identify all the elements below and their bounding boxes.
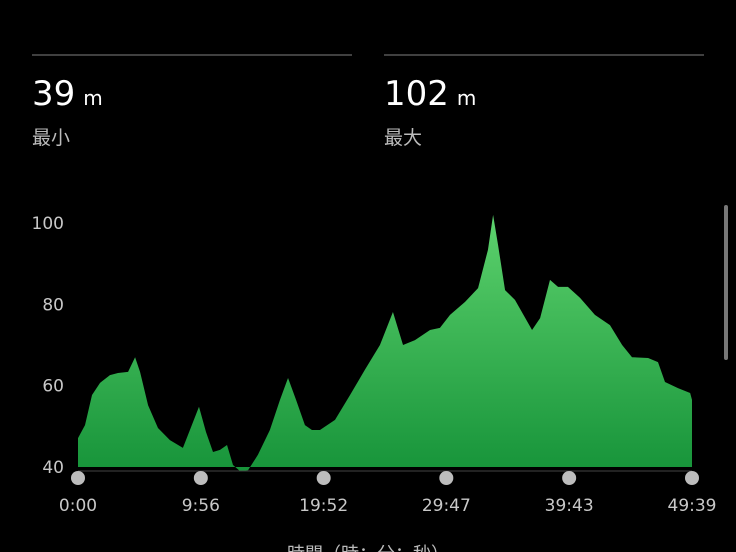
x-tick-label: 19:52 — [299, 496, 348, 516]
x-tick-label: 9:56 — [182, 496, 220, 516]
elevation-area — [78, 214, 692, 472]
x-tick-label: 0:00 — [59, 496, 97, 516]
stat-unit: m — [83, 86, 102, 110]
y-tick-label: 60 — [42, 377, 64, 397]
x-tick-dot — [685, 471, 699, 485]
stat-label: 最大 — [384, 127, 422, 149]
x-tick-dot — [193, 471, 208, 485]
stat-min: 39 m — [32, 74, 103, 114]
stat-label: 最小 — [32, 127, 70, 149]
stat-max: 102 m — [384, 74, 476, 114]
x-tick-label: 39:43 — [545, 496, 594, 516]
stat-unit: m — [457, 86, 476, 110]
y-tick-label: 40 — [42, 458, 64, 478]
x-tick-label: 29:47 — [422, 496, 471, 516]
plot: 40 60 80 100 0:00 9:56 19:52 29:47 39:43 49:39 — [32, 214, 717, 516]
x-tick-dot — [316, 471, 331, 485]
y-tick-label: 80 — [42, 295, 64, 315]
x-tick-dot — [71, 471, 85, 485]
stat-value: 102 — [384, 74, 449, 114]
x-tick-dot — [439, 471, 454, 485]
scrollbar[interactable] — [724, 205, 728, 360]
x-axis-label: 時間（時：分：秒） — [287, 544, 449, 552]
x-tick-dot — [562, 471, 577, 485]
stat-value: 39 — [32, 74, 75, 114]
x-tick-label: 49:39 — [668, 496, 717, 516]
y-tick-label: 100 — [32, 214, 64, 234]
